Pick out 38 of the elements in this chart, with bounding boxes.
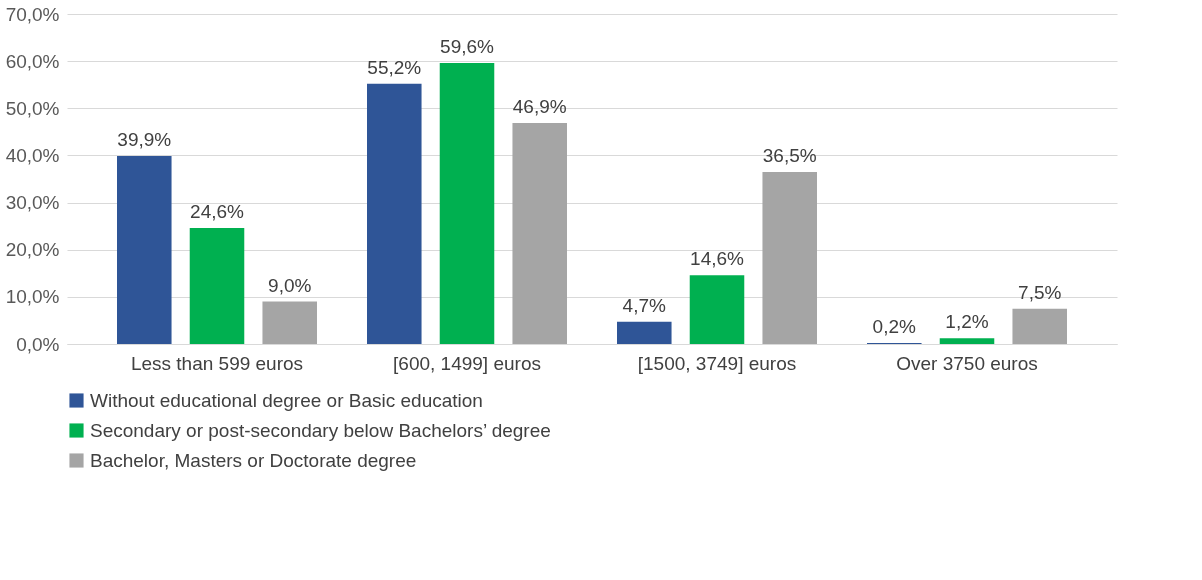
data-label: 9,0% — [268, 274, 312, 296]
data-label: 4,7% — [622, 294, 667, 316]
data-label: 24,6% — [190, 201, 245, 223]
bar — [762, 171, 817, 344]
data-label: 36,5% — [762, 144, 817, 166]
bar — [367, 83, 422, 344]
bar — [439, 63, 495, 344]
y-tick-label: 50,0% — [5, 97, 60, 119]
data-label: 39,9% — [117, 128, 172, 150]
y-tick-label: 30,0% — [5, 192, 60, 214]
data-label: 7,5% — [1018, 281, 1062, 303]
y-tick-label: 60,0% — [5, 50, 60, 72]
bar — [189, 228, 245, 344]
data-label: 0,2% — [872, 316, 917, 338]
bar — [1012, 308, 1067, 344]
y-tick-label: 70,0% — [5, 3, 60, 25]
bar — [617, 321, 672, 344]
y-tick-label: 20,0% — [5, 239, 60, 261]
data-label: 59,6% — [440, 36, 495, 58]
bar — [689, 275, 745, 344]
bar — [512, 122, 567, 344]
x-tick-label: Less than 599 euros — [130, 352, 304, 374]
data-label: 1,2% — [945, 311, 989, 333]
data-label: 55,2% — [367, 56, 422, 78]
y-tick-label: 40,0% — [5, 144, 60, 166]
legend-label: Secondary or post-secondary below Bachelors’ degree — [90, 419, 551, 441]
x-tick-label: [600, 1499] euros — [393, 352, 541, 374]
bar — [117, 155, 172, 344]
bar — [262, 301, 317, 344]
bar — [939, 338, 995, 344]
x-tick-label: [1500, 3749] euros — [637, 352, 797, 374]
legend-label: Without educational degree or Basic education — [90, 389, 483, 411]
y-tick-label: 10,0% — [5, 286, 60, 308]
x-tick-label: Over 3750 euros — [896, 352, 1038, 374]
data-label: 46,9% — [512, 95, 567, 117]
y-tick-label: 0,0% — [16, 333, 60, 355]
data-label: 14,6% — [690, 248, 745, 270]
legend-label: Bachelor, Masters or Doctorate degree — [90, 449, 417, 471]
